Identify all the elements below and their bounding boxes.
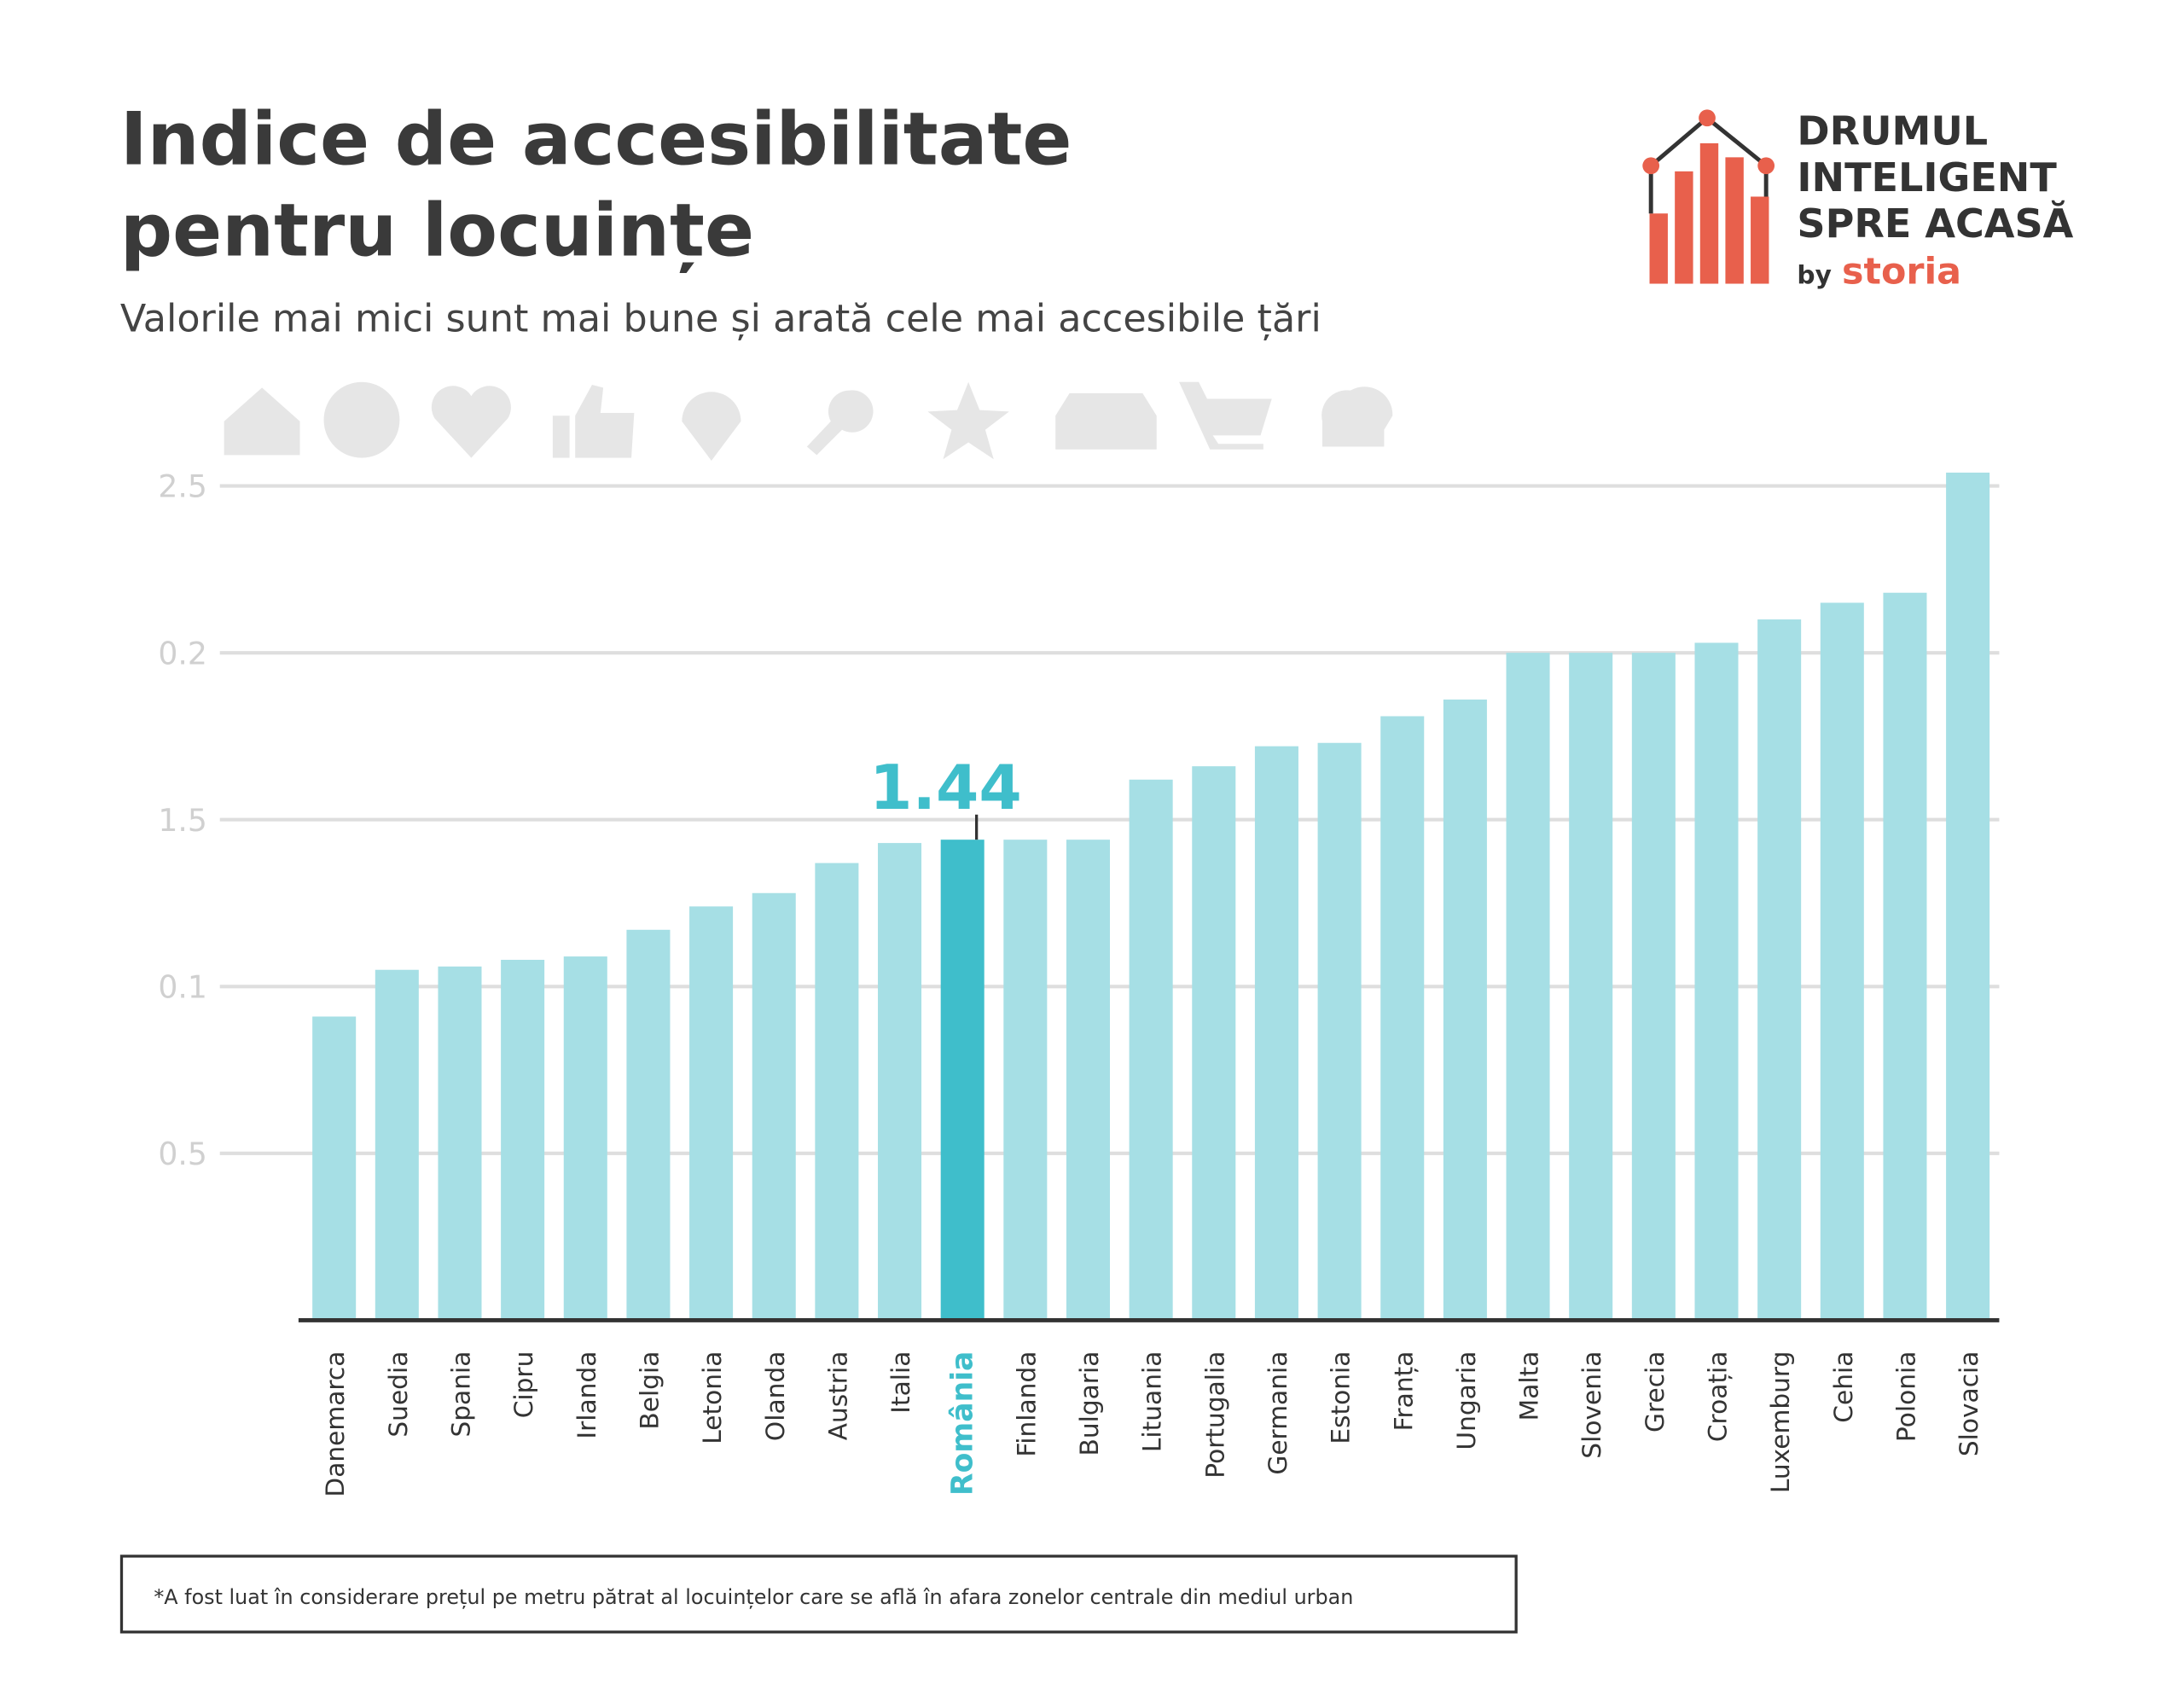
bar xyxy=(1066,840,1111,1321)
x-tick-label: Franța xyxy=(1388,1351,1418,1432)
icon-smile xyxy=(323,381,400,458)
note-box xyxy=(119,1554,1518,1634)
bar xyxy=(1003,840,1048,1321)
x-tick-label: Olanda xyxy=(760,1351,790,1441)
bar xyxy=(626,929,671,1321)
bar xyxy=(1506,653,1550,1321)
logo-bar xyxy=(1675,171,1693,284)
x-tick-label: Danemarca xyxy=(320,1351,350,1497)
icon-house xyxy=(224,387,300,456)
bar xyxy=(1129,779,1173,1321)
bar xyxy=(1631,653,1676,1321)
logo-bar xyxy=(1725,157,1744,284)
icon-thumb xyxy=(552,385,635,458)
x-tick-label: Grecia xyxy=(1640,1351,1670,1432)
bar xyxy=(312,1016,357,1321)
bar xyxy=(878,843,922,1321)
logo-text: SPRE ACASĂ xyxy=(1797,200,2073,247)
x-tick-label: Irlanda xyxy=(572,1351,601,1439)
icons xyxy=(224,381,1393,461)
x-tick-label: Slovacia xyxy=(1954,1351,1984,1457)
x-tick-label: Finlanda xyxy=(1011,1351,1041,1457)
bar xyxy=(1820,602,1864,1321)
logo-dot xyxy=(1699,109,1716,127)
x-tick-label: Portugalia xyxy=(1199,1351,1229,1479)
logo-by: by xyxy=(1797,260,1832,290)
bar xyxy=(1254,746,1298,1321)
logo-dot xyxy=(1757,157,1775,175)
x-tick-label: România xyxy=(946,1351,980,1496)
y-tick-label: 0.5 xyxy=(158,1136,207,1172)
x-tick-label: Austria xyxy=(822,1351,852,1441)
y-tick-label: 2.5 xyxy=(158,468,207,505)
bar xyxy=(438,966,482,1321)
logo-bar xyxy=(1649,213,1668,284)
bar xyxy=(752,892,796,1321)
x-tick-label: Slovenia xyxy=(1577,1351,1606,1459)
bar xyxy=(1317,742,1362,1321)
x-tick-label: Estonia xyxy=(1326,1351,1356,1444)
title-line: pentru locuințe xyxy=(120,189,754,274)
x-tick-label: Spania xyxy=(445,1351,475,1438)
x-tick-label: Lituania xyxy=(1137,1351,1167,1452)
data-label: 1.44 xyxy=(869,753,1022,824)
x-tick-label: Italia xyxy=(886,1351,915,1414)
icon-heart xyxy=(431,386,511,458)
bar xyxy=(1380,716,1425,1321)
plot: 0.5 0.1 1.5 0.2 2.5 Danemarca Suedia Spania Cipr… xyxy=(158,468,2000,1497)
icon-key xyxy=(806,390,874,456)
y-tick-label: 0.2 xyxy=(158,635,207,671)
x-tick-label: Letonia xyxy=(697,1351,727,1444)
icon-car xyxy=(1055,392,1157,450)
x-tick-label: Luxemburg xyxy=(1765,1351,1795,1494)
x-tick-label: Germania xyxy=(1263,1351,1292,1475)
logo xyxy=(1642,109,1775,284)
icon-cart xyxy=(1179,381,1272,450)
logo-text: DRUMUL xyxy=(1797,108,1988,154)
x-tick-label: Belgia xyxy=(634,1351,664,1430)
x-tick-label: Cipru xyxy=(508,1351,538,1419)
title-line: Indice de accesibilitate xyxy=(120,98,1072,183)
bar xyxy=(1883,592,1927,1321)
bar xyxy=(1757,619,1802,1321)
y-tick-label: 1.5 xyxy=(158,802,207,839)
x-tick-label: Polonia xyxy=(1891,1351,1920,1442)
x-tick-label: Cehia xyxy=(1828,1351,1858,1423)
x-tick-label: Suedia xyxy=(383,1351,413,1438)
note: *A fost luat în considerare prețul pe me… xyxy=(154,1585,1353,1609)
bar xyxy=(375,969,419,1321)
x-tick-label: Malta xyxy=(1514,1351,1544,1421)
y-tick-label: 0.1 xyxy=(158,968,207,1005)
x-tick-label: Croația xyxy=(1703,1351,1733,1443)
logo-brand: storia xyxy=(1842,251,1961,293)
bar xyxy=(940,840,985,1321)
subtitle: Valorile mai mici sunt mai bune și arată… xyxy=(120,297,1321,340)
bar xyxy=(1694,642,1739,1321)
x-tick-label: Bulgaria xyxy=(1074,1351,1104,1456)
logo-dot xyxy=(1642,157,1660,175)
bar xyxy=(501,959,545,1321)
bar xyxy=(689,906,734,1321)
icon-pin xyxy=(682,392,741,461)
bar xyxy=(1192,766,1236,1321)
logo-text: INTELIGENT xyxy=(1797,154,2057,200)
bar xyxy=(815,863,859,1321)
logo-bar xyxy=(1699,142,1719,284)
bar xyxy=(563,956,607,1321)
icon-star xyxy=(927,381,1009,460)
icon-chef xyxy=(1321,386,1393,447)
bar xyxy=(1443,699,1487,1321)
bar xyxy=(1569,653,1613,1321)
logo-bar xyxy=(1751,196,1769,284)
x-tick-label: Ungaria xyxy=(1451,1351,1481,1450)
bar xyxy=(1946,472,1990,1321)
